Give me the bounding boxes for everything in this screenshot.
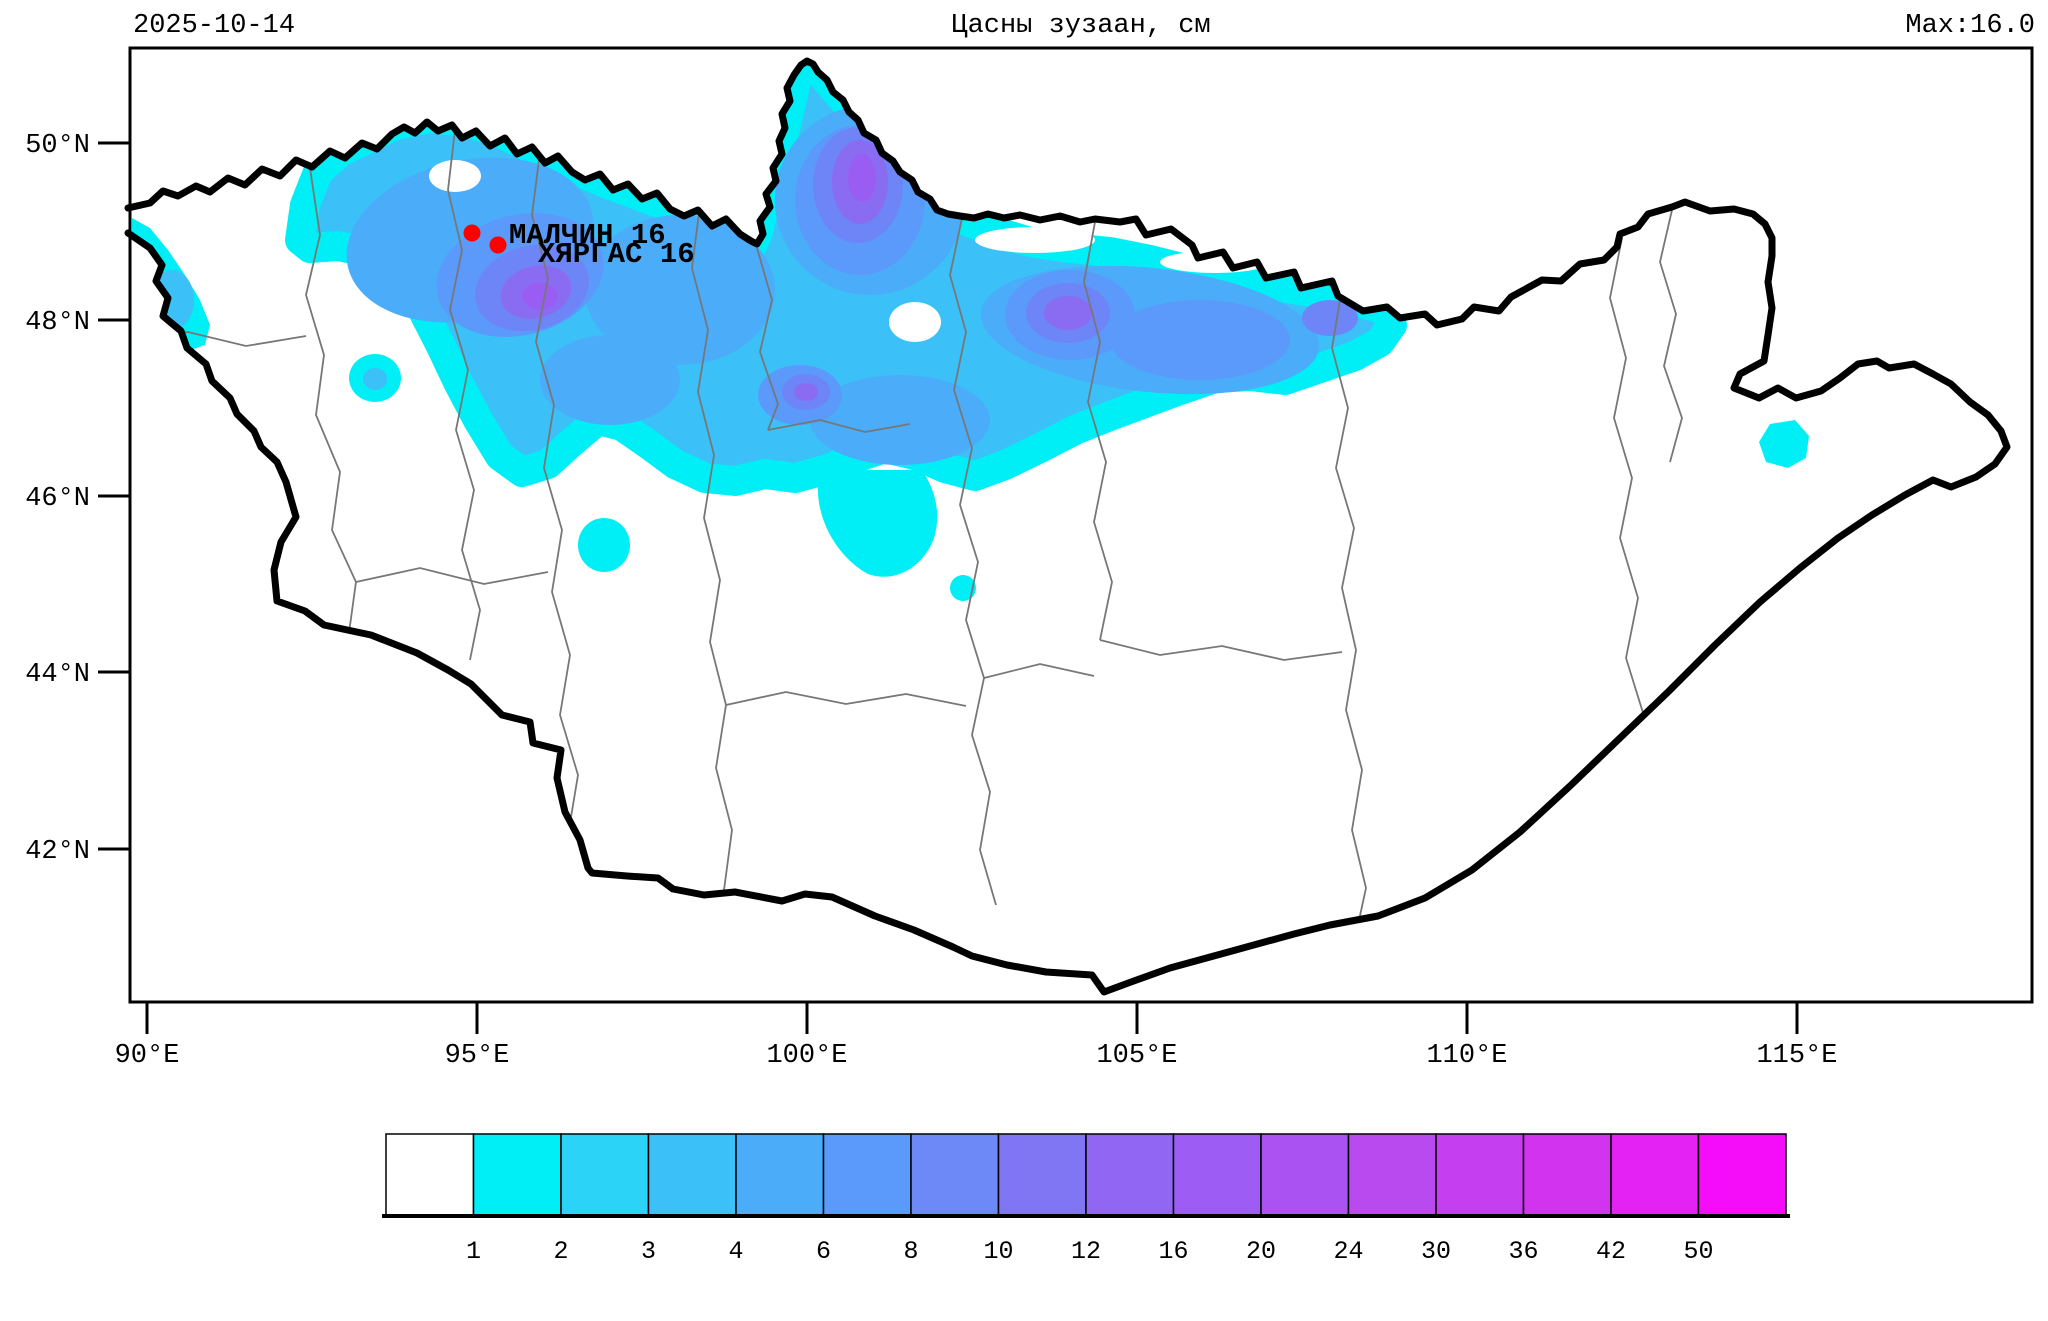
lon-tick-label: 115°E <box>1756 1041 1837 1071</box>
lat-tick-label: 50°N <box>25 131 90 161</box>
max-value-label: Max:16.0 <box>1905 11 2035 41</box>
station-markers <box>463 224 507 254</box>
map-frame <box>128 46 2034 1004</box>
colorbar-tick-label: 24 <box>1333 1237 1363 1266</box>
snow-spot-central-small <box>950 575 976 601</box>
colorbar-cell <box>1085 1133 1175 1216</box>
page-title: Цасны зузаан, см <box>951 11 1210 41</box>
lat-tick-label: 44°N <box>25 660 90 690</box>
aimag-line <box>355 567 549 585</box>
province-boundaries <box>129 129 1813 926</box>
aimag-line <box>691 204 733 891</box>
snow-tongue-central <box>817 470 938 577</box>
aimag-line <box>531 151 579 836</box>
snow-p2-nw <box>522 283 558 309</box>
lon-tick-label: 95°E <box>445 1041 510 1071</box>
snow-hole-3 <box>889 302 941 342</box>
colorbar-tick-label: 20 <box>1246 1237 1276 1266</box>
lon-tick-label: 105°E <box>1096 1041 1177 1071</box>
colorbar-tick-label: 3 <box>641 1237 656 1266</box>
station-label-malchin: МАЛЧИН 16 <box>509 219 666 252</box>
colorbar-tick-label: 36 <box>1508 1237 1538 1266</box>
lon-tick-label: 90°E <box>115 1041 180 1071</box>
colorbar-cell <box>735 1133 825 1216</box>
snow-field-layer <box>129 61 1813 926</box>
station-dot-malchin <box>463 224 481 242</box>
colorbar-cell <box>1522 1133 1612 1216</box>
aimag-line <box>129 331 307 347</box>
aimag-line <box>756 247 911 433</box>
aimag-line <box>725 691 967 707</box>
snow-l4-c1 <box>585 215 775 365</box>
lat-tick-label: 46°N <box>25 484 90 514</box>
colorbar-cell <box>472 1133 562 1216</box>
aimag-line <box>983 663 1095 679</box>
colorbar-tick-label: 10 <box>983 1237 1013 1266</box>
colorbar-tick-label: 30 <box>1421 1237 1451 1266</box>
snow-hole-1 <box>429 160 481 192</box>
aimag-line <box>1083 221 1113 641</box>
snow-p1-s <box>794 383 818 401</box>
lon-tick-label: 100°E <box>766 1041 847 1071</box>
snow-p2-hump <box>848 154 876 202</box>
colorbar-tick-label: 50 <box>1683 1237 1713 1266</box>
snow-purple2-cores <box>522 154 876 309</box>
colorbar-cell <box>997 1133 1087 1216</box>
aimag-line <box>949 217 997 906</box>
snow-patch-southwest <box>578 518 630 572</box>
colorbar-tick-label: 6 <box>816 1237 831 1266</box>
lon-tick-label: 110°E <box>1426 1041 1507 1071</box>
date-label: 2025-10-14 <box>133 11 295 41</box>
country-border <box>124 57 2011 996</box>
aimag-line <box>1331 287 1367 926</box>
snow-hole-2 <box>686 175 734 205</box>
aimag-line <box>1099 639 1343 661</box>
longitude-axis: 90°E 95°E 100°E 105°E 110°E 115°E <box>115 1002 1838 1071</box>
colorbar-cell <box>1172 1133 1262 1216</box>
lat-tick-label: 42°N <box>25 837 90 867</box>
colorbar-cell <box>1347 1133 1437 1216</box>
snow-patch-east <box>1759 420 1809 468</box>
colorbar-cell <box>647 1133 737 1216</box>
colorbar: 1 2 3 4 6 8 10 12 16 20 24 30 36 42 50 <box>382 1133 1790 1266</box>
aimag-line <box>1643 699 1813 717</box>
snow-l5-e <box>1110 300 1290 380</box>
lat-tick-label: 48°N <box>25 308 90 338</box>
colorbar-tick-label: 42 <box>1596 1237 1626 1266</box>
latitude-axis: 50°N 48°N 46°N 44°N 42°N <box>25 131 130 867</box>
snow-l4-sw <box>540 335 680 425</box>
snow-hole-5 <box>975 227 1095 253</box>
station-dot-khyargas <box>489 236 507 254</box>
colorbar-tick-label: 2 <box>553 1237 568 1266</box>
snow-l4-s <box>810 375 990 465</box>
colorbar-tick-label: 1 <box>466 1237 481 1266</box>
snow-core-west-small <box>363 368 387 390</box>
colorbar-cell <box>1697 1133 1787 1216</box>
snow-p1-c <box>1044 296 1092 330</box>
colorbar-tick-label: 8 <box>903 1237 918 1266</box>
station-label-khyargas: ХЯРГАС 16 <box>538 238 695 271</box>
colorbar-cell <box>1435 1133 1525 1216</box>
colorbar-tick-label: 12 <box>1071 1237 1101 1266</box>
snow-peri-e <box>1302 300 1358 336</box>
colorbar-cell <box>1610 1133 1700 1216</box>
colorbar-cell <box>910 1133 1000 1216</box>
colorbar-cell <box>385 1133 475 1216</box>
colorbar-cell <box>560 1133 650 1216</box>
aimag-line <box>1609 237 1645 717</box>
colorbar-tick-label: 4 <box>728 1237 743 1266</box>
colorbar-cell <box>1260 1133 1350 1216</box>
aimag-line <box>1659 209 1683 463</box>
aimag-line <box>305 167 357 641</box>
colorbar-cell <box>822 1133 912 1216</box>
colorbar-tick-label: 16 <box>1158 1237 1188 1266</box>
